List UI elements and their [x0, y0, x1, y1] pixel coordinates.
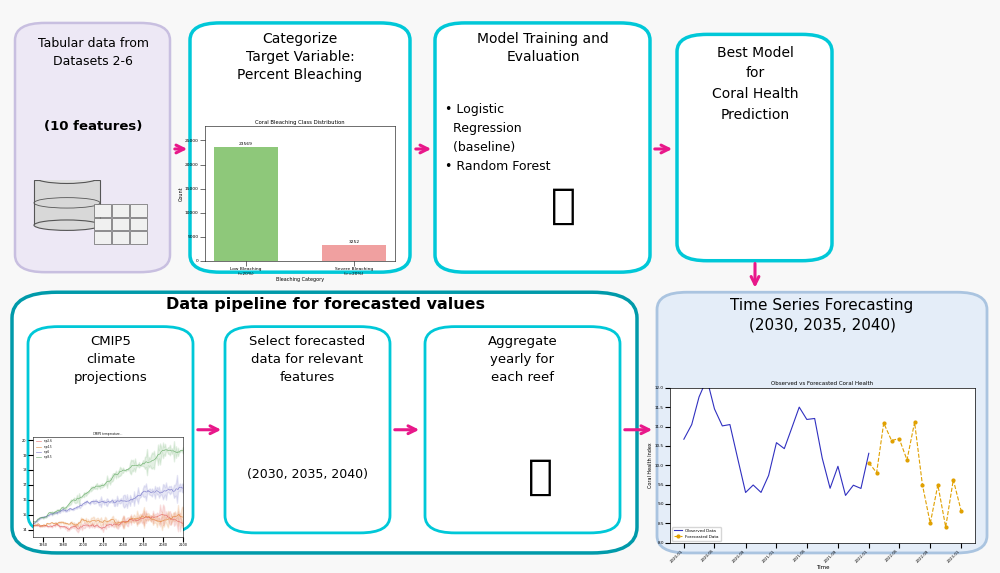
Text: Data pipeline for forecasted values: Data pipeline for forecasted values — [166, 297, 484, 312]
rcp4.5 — [176, 513, 188, 520]
rcp2.6 — [176, 520, 188, 527]
rcp8.5 — [101, 478, 113, 485]
Polygon shape — [112, 205, 129, 217]
Line: Observed Data: Observed Data — [684, 379, 869, 496]
Text: Aggregate
yearly for
each reef: Aggregate yearly for each reef — [488, 335, 557, 384]
Legend: Observed Data, Forecasted Data: Observed Data, Forecasted Data — [672, 527, 721, 540]
Polygon shape — [112, 231, 129, 244]
rcp8.5 — [133, 461, 145, 468]
rcp4.5 — [119, 520, 131, 527]
rcp6 — [175, 484, 187, 490]
Ellipse shape — [34, 220, 100, 230]
Ellipse shape — [34, 170, 100, 183]
rcp2.6 — [119, 518, 131, 525]
Text: CMIP5
climate
projections: CMIP5 climate projections — [74, 335, 147, 384]
FancyBboxPatch shape — [425, 327, 620, 533]
rcp2.6 — [177, 520, 189, 527]
rcp8.5 — [123, 465, 135, 472]
Polygon shape — [130, 218, 147, 230]
FancyBboxPatch shape — [657, 292, 987, 553]
rcp8.5 — [177, 447, 189, 454]
Line: Forecasted Data: Forecasted Data — [867, 421, 963, 528]
rcp6 — [133, 492, 145, 499]
Bar — [322, 245, 386, 261]
Text: Model Training and
Evaluation: Model Training and Evaluation — [477, 32, 609, 64]
Title: CMIP5 temperature...: CMIP5 temperature... — [93, 432, 123, 436]
Text: 3252: 3252 — [348, 240, 360, 244]
rcp8.5 — [81, 489, 93, 496]
Text: Tabular data from
Datasets 2-6: Tabular data from Datasets 2-6 — [38, 37, 148, 68]
rcp2.6 — [63, 526, 75, 533]
Text: 🔍: 🔍 — [550, 185, 576, 227]
Text: Categorize
Target Variable:
Percent Bleaching: Categorize Target Variable: Percent Blea… — [237, 32, 363, 83]
Line: rcp4.5: rcp4.5 — [33, 515, 183, 527]
rcp2.6 — [133, 516, 145, 523]
Polygon shape — [34, 180, 100, 225]
rcp4.5 — [81, 519, 93, 525]
rcp6 — [177, 485, 189, 492]
Text: (2030, 2035, 2040): (2030, 2035, 2040) — [247, 468, 368, 481]
Title: Observed vs Forecasted Coral Health: Observed vs Forecasted Coral Health — [771, 381, 874, 386]
rcp8.5 — [159, 446, 171, 453]
rcp8.5 — [29, 519, 41, 525]
Bar — [214, 147, 278, 261]
rcp6 — [28, 520, 40, 527]
rcp2.6 — [81, 521, 93, 528]
rcp8.5 — [176, 448, 188, 454]
Polygon shape — [130, 231, 147, 244]
rcp2.6 — [156, 511, 168, 518]
Text: (10 features): (10 features) — [44, 120, 142, 134]
rcp4.5 — [177, 513, 189, 520]
FancyBboxPatch shape — [15, 23, 170, 272]
Polygon shape — [94, 205, 111, 217]
rcp2.6 — [27, 522, 39, 529]
Text: Best Model
for
Coral Health
Prediction: Best Model for Coral Health Prediction — [712, 46, 798, 121]
X-axis label: Bleaching Category: Bleaching Category — [276, 277, 324, 282]
rcp8.5 — [27, 518, 39, 525]
Polygon shape — [94, 231, 111, 244]
Text: 23569: 23569 — [239, 143, 253, 147]
Line: rcp6: rcp6 — [33, 487, 183, 524]
Y-axis label: Coral Health Index: Coral Health Index — [648, 442, 653, 488]
rcp4.5 — [36, 523, 48, 530]
rcp2.6 — [101, 521, 113, 528]
rcp4.5 — [173, 511, 185, 518]
Title: Coral Bleaching Class Distribution: Coral Bleaching Class Distribution — [255, 120, 345, 125]
Line: rcp8.5: rcp8.5 — [33, 450, 183, 522]
rcp4.5 — [133, 515, 145, 521]
rcp6 — [101, 499, 113, 505]
rcp2.6 — [123, 516, 135, 523]
Polygon shape — [94, 218, 111, 230]
rcp4.5 — [101, 519, 113, 525]
FancyBboxPatch shape — [28, 327, 193, 533]
Polygon shape — [112, 218, 129, 230]
Line: rcp2.6: rcp2.6 — [33, 515, 183, 529]
Text: • Logistic
  Regression
  (baseline)
• Random Forest: • Logistic Regression (baseline) • Rando… — [445, 103, 550, 173]
rcp8.5 — [119, 467, 131, 474]
rcp6 — [176, 484, 188, 491]
rcp6 — [81, 497, 93, 504]
rcp6 — [27, 520, 39, 527]
FancyBboxPatch shape — [190, 23, 410, 272]
FancyBboxPatch shape — [677, 34, 832, 261]
rcp4.5 — [27, 523, 39, 529]
Y-axis label: Count: Count — [178, 186, 183, 201]
Legend: rcp2.6, rcp4.5, rcp6, rcp8.5: rcp2.6, rcp4.5, rcp6, rcp8.5 — [34, 438, 53, 460]
FancyBboxPatch shape — [225, 327, 390, 533]
rcp6 — [123, 497, 135, 504]
Polygon shape — [130, 205, 147, 217]
FancyBboxPatch shape — [435, 23, 650, 272]
Text: Select forecasted
data for relevant
features: Select forecasted data for relevant feat… — [249, 335, 366, 384]
Text: Time Series Forecasting
(2030, 2035, 2040): Time Series Forecasting (2030, 2035, 204… — [730, 298, 914, 333]
FancyBboxPatch shape — [12, 292, 637, 553]
Text: 📅: 📅 — [528, 456, 552, 498]
rcp6 — [119, 497, 131, 504]
X-axis label: Time: Time — [816, 564, 829, 570]
rcp4.5 — [123, 517, 135, 524]
